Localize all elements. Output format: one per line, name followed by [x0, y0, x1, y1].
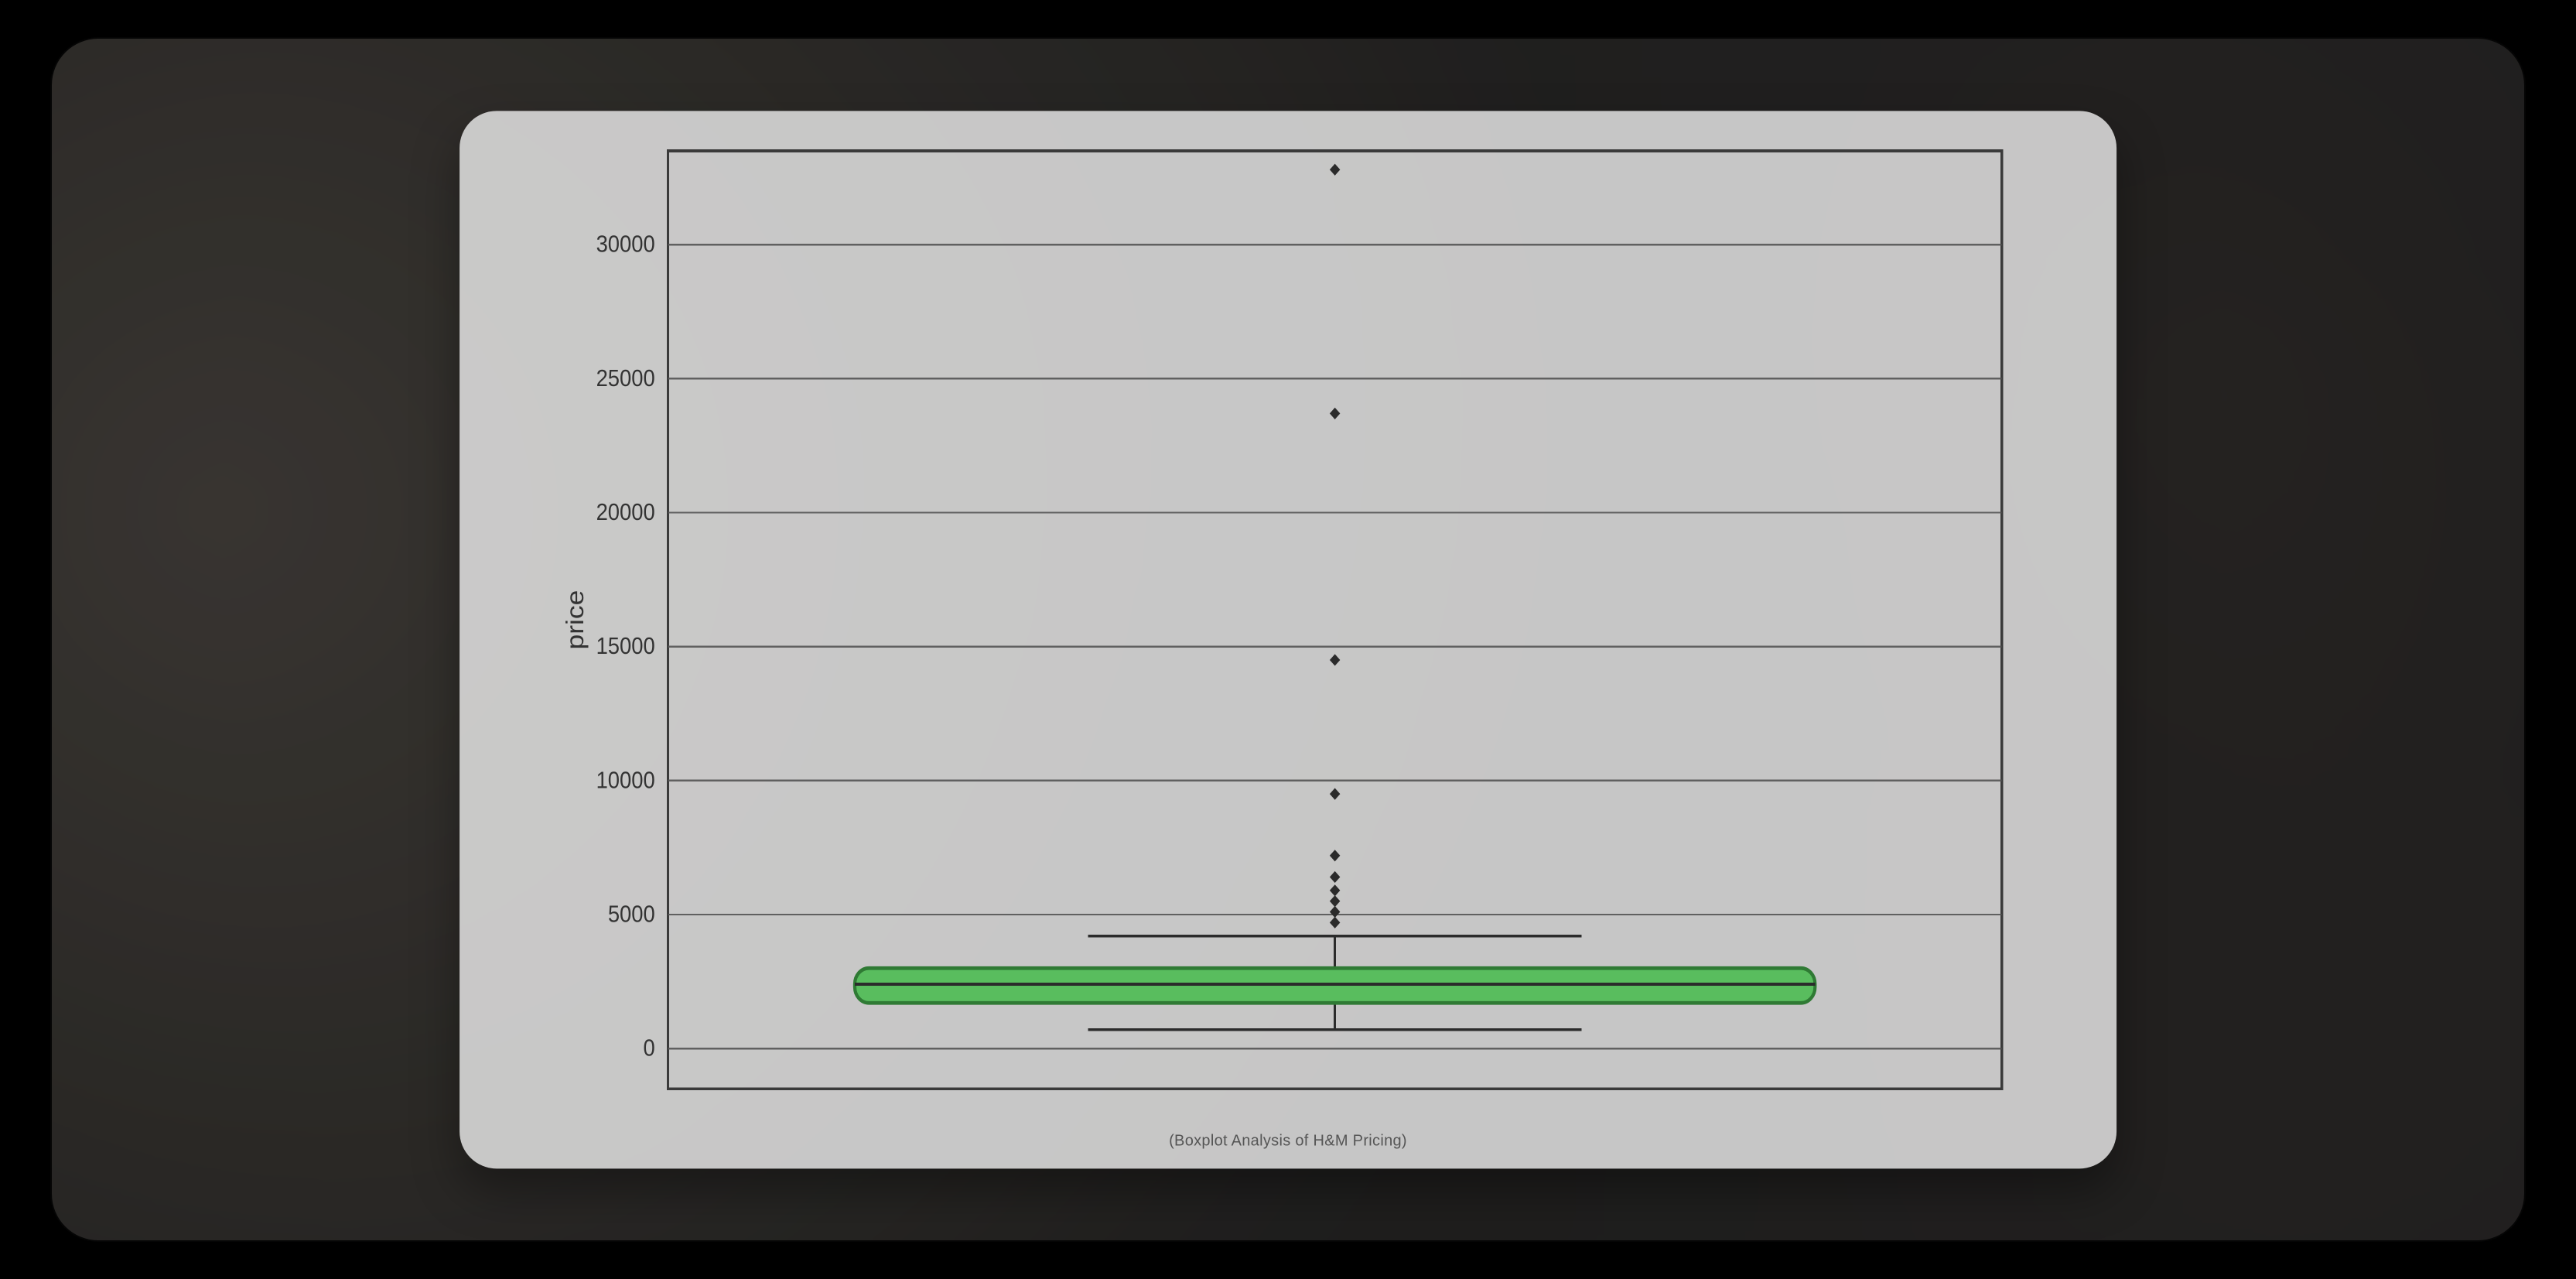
svg-text:5000: 5000 — [608, 901, 655, 928]
boxplot-chart: 0 5000 10000 15000 20000 25000 30000 price — [555, 132, 2022, 1121]
svg-text:15000: 15000 — [596, 633, 655, 659]
svg-text:10000: 10000 — [596, 767, 655, 793]
presentation-frame: 0 5000 10000 15000 20000 25000 30000 price (Box… — [52, 39, 2525, 1241]
svg-text:25000: 25000 — [596, 365, 655, 392]
svg-text:20000: 20000 — [596, 499, 655, 525]
svg-text:30000: 30000 — [596, 231, 655, 258]
svg-text:0: 0 — [644, 1035, 655, 1062]
chart-caption: (Boxplot Analysis of H&M Pricing) — [1169, 1132, 1407, 1150]
svg-text:price: price — [562, 590, 589, 649]
content-card: 0 5000 10000 15000 20000 25000 30000 price (Box… — [460, 111, 2116, 1168]
chart-svg: 0 5000 10000 15000 20000 25000 30000 price — [555, 132, 2022, 1121]
